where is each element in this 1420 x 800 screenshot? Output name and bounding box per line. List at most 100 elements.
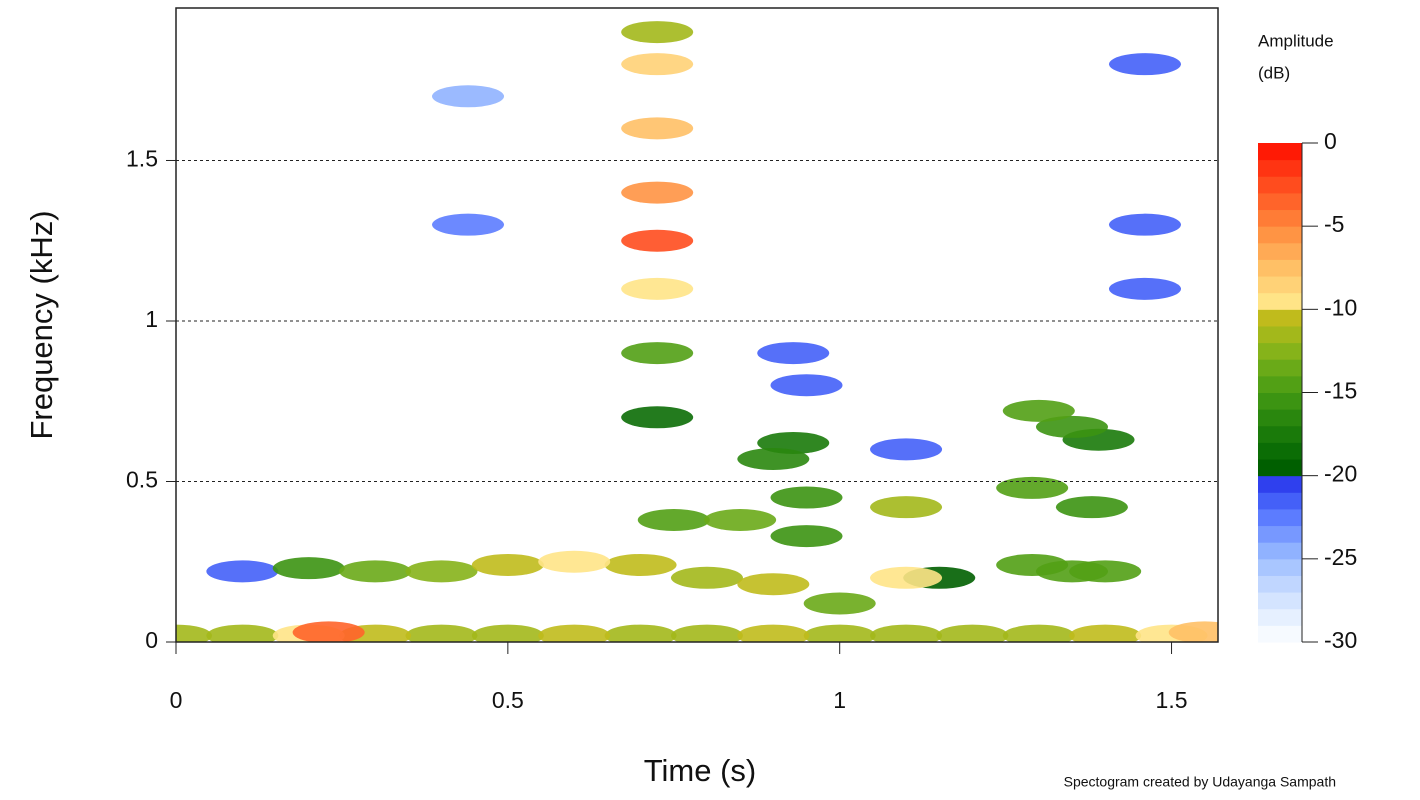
amplitude-blob bbox=[621, 277, 694, 300]
amplitude-blob bbox=[936, 624, 1009, 642]
amplitude-blob bbox=[621, 21, 694, 44]
colorbar-swatch bbox=[1258, 242, 1302, 260]
amplitude-blob bbox=[604, 624, 677, 642]
amplitude-blob bbox=[1002, 624, 1075, 642]
colorbar-swatch bbox=[1258, 342, 1302, 360]
amplitude-blob bbox=[538, 624, 611, 642]
amplitude-blob bbox=[1069, 624, 1142, 642]
colorbar-swatch bbox=[1258, 608, 1302, 626]
colorbar-swatch bbox=[1258, 276, 1302, 294]
amplitude-blob bbox=[1108, 53, 1181, 76]
colorbar-swatch bbox=[1258, 143, 1302, 161]
colorbar-swatch bbox=[1258, 409, 1302, 427]
colorbar-swatch bbox=[1258, 375, 1302, 393]
x-tick-label: 1 bbox=[833, 687, 846, 713]
y-tick-label: 1 bbox=[145, 306, 158, 332]
colorbar-swatch bbox=[1258, 508, 1302, 527]
colorbar-tick-label: -20 bbox=[1324, 461, 1357, 487]
colorbar-swatch bbox=[1258, 192, 1302, 211]
colorbar-tick-label: -10 bbox=[1324, 294, 1357, 320]
amplitude-blob bbox=[206, 624, 279, 642]
amplitude-blob bbox=[637, 509, 710, 532]
amplitude-blob bbox=[339, 560, 412, 583]
colorbar-tick-label: -5 bbox=[1324, 211, 1344, 237]
amplitude-blob bbox=[621, 406, 694, 429]
amplitude-blob bbox=[870, 438, 943, 461]
amplitude-blob bbox=[757, 342, 830, 365]
amplitude-blob bbox=[538, 550, 611, 573]
colorbar-swatch bbox=[1258, 359, 1302, 377]
colorbar-swatch bbox=[1258, 492, 1302, 510]
amplitude-blob bbox=[870, 566, 943, 589]
colorbar-swatch bbox=[1258, 525, 1302, 543]
plot-frame bbox=[175, 7, 1219, 643]
amplitude-blob bbox=[737, 624, 810, 642]
colorbar-swatch bbox=[1258, 309, 1302, 327]
amplitude-blob bbox=[604, 553, 677, 576]
y-tick-label: 1.5 bbox=[126, 146, 158, 172]
x-tick-label: 0 bbox=[170, 687, 183, 713]
colorbar-swatch bbox=[1258, 325, 1302, 344]
amplitude-blob bbox=[272, 557, 345, 580]
colorbar-swatch bbox=[1258, 392, 1302, 410]
x-axis-title: Time (s) bbox=[644, 753, 757, 788]
amplitude-blob bbox=[1108, 277, 1181, 300]
amplitude-blob bbox=[704, 509, 777, 532]
colorbar-swatch bbox=[1258, 575, 1302, 593]
amplitude-blob bbox=[621, 229, 694, 252]
amplitude-blob bbox=[1055, 496, 1128, 519]
amplitude-blob bbox=[432, 213, 505, 236]
amplitude-blob bbox=[770, 486, 843, 509]
colorbar-swatch bbox=[1258, 292, 1302, 310]
amplitude-blob bbox=[1168, 621, 1218, 642]
amplitude-blob bbox=[621, 181, 694, 204]
amplitude-blob bbox=[803, 592, 876, 615]
amplitude-blob bbox=[737, 448, 810, 471]
colorbar-tick-label: 0 bbox=[1324, 128, 1337, 154]
colorbar-swatch bbox=[1258, 442, 1302, 460]
amplitude-blob bbox=[176, 624, 212, 642]
amplitude-blob bbox=[621, 342, 694, 365]
amplitude-blob bbox=[670, 566, 743, 589]
amplitude-blob bbox=[996, 476, 1069, 499]
amplitude-blob bbox=[206, 560, 279, 583]
y-tick-label: 0.5 bbox=[126, 467, 158, 493]
y-tick-label: 0 bbox=[145, 627, 158, 653]
colorbar-tick-label: -15 bbox=[1324, 378, 1357, 404]
amplitude-blob bbox=[1002, 399, 1075, 422]
amplitude-blob bbox=[770, 525, 843, 548]
amplitude-blob bbox=[405, 560, 478, 583]
amplitude-blob bbox=[1035, 415, 1108, 438]
colorbar-swatch bbox=[1258, 226, 1302, 244]
colorbar-swatch bbox=[1258, 558, 1302, 576]
amplitude-blob bbox=[405, 624, 478, 642]
amplitude-blob bbox=[803, 624, 876, 642]
amplitude-blob bbox=[471, 624, 544, 642]
amplitude-blob bbox=[292, 621, 365, 642]
colorbar-swatch bbox=[1258, 459, 1302, 477]
colorbar-tick-label: -25 bbox=[1324, 544, 1357, 570]
colorbar-swatch bbox=[1258, 592, 1302, 610]
amplitude-blob bbox=[432, 85, 505, 108]
y-axis-title: Frequency (kHz) bbox=[24, 210, 59, 439]
colorbar-swatch bbox=[1258, 625, 1302, 643]
amplitude-blob bbox=[770, 374, 843, 397]
x-tick-label: 0.5 bbox=[492, 687, 524, 713]
caption: Spectogram created by Udayanga Sampath bbox=[1064, 774, 1336, 790]
amplitude-blob bbox=[870, 496, 943, 519]
x-tick-label: 1.5 bbox=[1156, 687, 1188, 713]
amplitude-blob bbox=[621, 53, 694, 76]
amplitude-blob bbox=[621, 117, 694, 140]
amplitude-blob bbox=[1108, 213, 1181, 236]
colorbar-tick-label: -30 bbox=[1324, 627, 1357, 653]
colorbar-title: (dB) bbox=[1258, 63, 1290, 82]
colorbar-swatch bbox=[1258, 176, 1302, 194]
colorbar-swatch bbox=[1258, 542, 1302, 560]
colorbar-swatch bbox=[1258, 209, 1302, 227]
colorbar-swatch bbox=[1258, 259, 1302, 277]
spectrogram-layer bbox=[176, 21, 1218, 642]
amplitude-blob bbox=[737, 573, 810, 596]
amplitude-blob bbox=[1069, 560, 1142, 583]
